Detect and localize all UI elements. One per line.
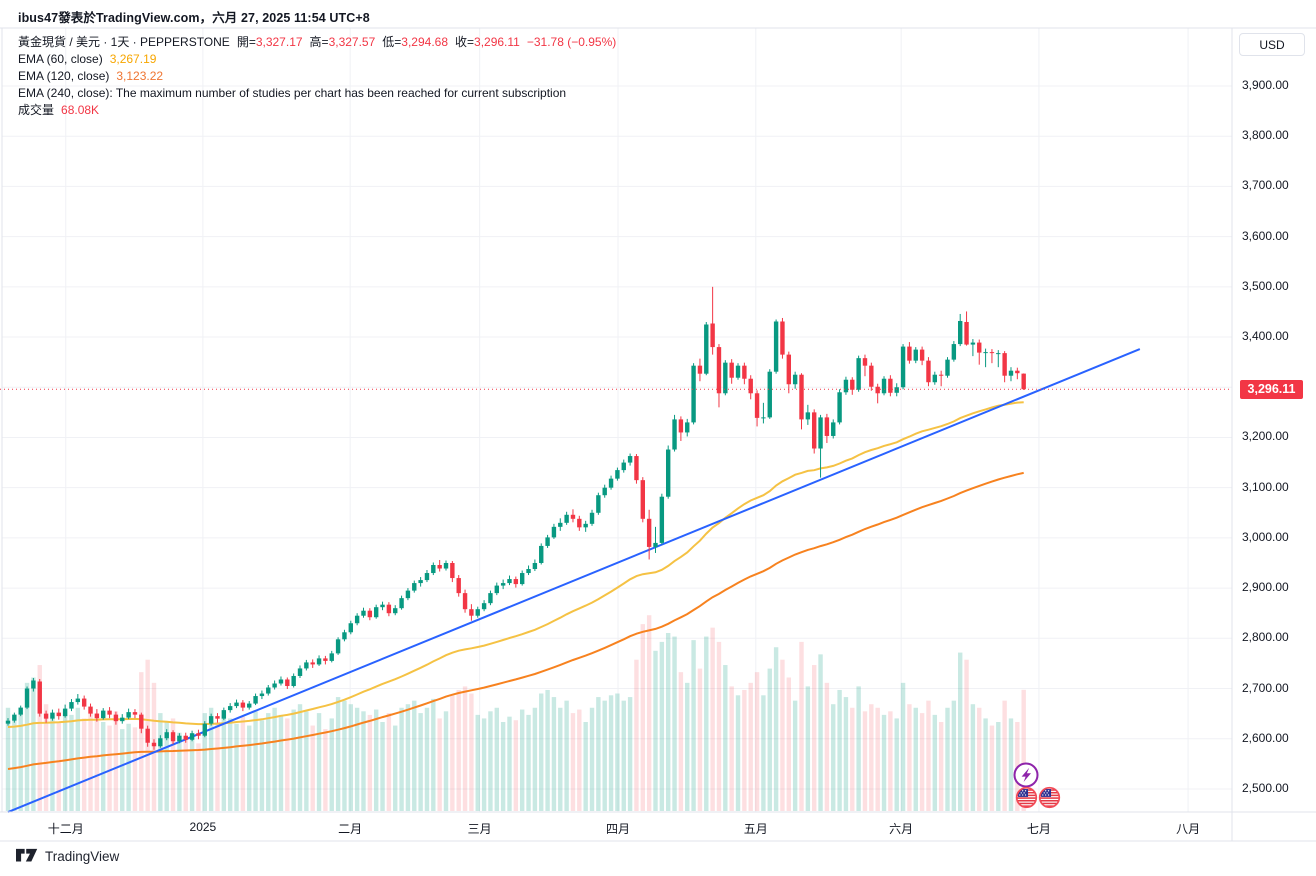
ema60-label: EMA (60, close)	[18, 52, 103, 66]
close-label: 收=	[455, 35, 475, 49]
high-label: 高=	[309, 35, 329, 49]
volume-label: 成交量	[18, 103, 55, 117]
share-caption: ibus47發表於TradingView.com，六月 27, 2025 11:…	[18, 11, 370, 25]
ema120-legend-row[interactable]: EMA (120, close) 3,123.22	[18, 68, 616, 85]
price-tick-label: 2,700.00	[1242, 680, 1289, 695]
ema60-value: 3,267.19	[109, 52, 157, 66]
ema120-label: EMA (120, close)	[18, 69, 110, 83]
symbol-legend-row[interactable]: 黃金現貨 / 美元 · 1天 · PEPPERSTONE 開= 3,327.17 …	[18, 34, 616, 51]
high-value: 3,327.57	[328, 35, 376, 49]
volume-value: 68.08K	[61, 103, 100, 117]
time-tick-label: 十二月	[47, 822, 84, 836]
price-tick-label: 3,200.00	[1242, 429, 1289, 444]
ema240-legend-row[interactable]: EMA (240, close): The maximum number of …	[18, 85, 616, 102]
open-value: 3,327.17	[255, 35, 303, 49]
us-flag-icon[interactable]	[1038, 786, 1061, 809]
candlestick-series[interactable]	[5, 286, 1026, 750]
time-tick-label: 2025	[189, 820, 217, 834]
time-axis[interactable]: 十二月 2025 二月 三月 四月 五月 六月 七月 八月	[0, 812, 1232, 841]
price-tick-label: 2,800.00	[1242, 630, 1289, 645]
logo-mark-icon	[16, 848, 38, 862]
price-tick-label: 3,500.00	[1242, 278, 1289, 293]
price-tick-label: 2,500.00	[1242, 780, 1289, 795]
ema120-line[interactable]	[7, 471, 1024, 770]
ema60-line[interactable]	[7, 401, 1024, 728]
price-tick-label: 3,600.00	[1242, 228, 1289, 243]
price-tick-label: 3,400.00	[1242, 329, 1289, 344]
chart-frame-lines	[0, 27, 1316, 842]
time-tick-label: 四月	[606, 822, 631, 836]
grid-lines	[2, 28, 1232, 812]
price-tick-label: 2,600.00	[1242, 730, 1289, 745]
us-flag-icon[interactable]	[1015, 786, 1038, 809]
ema240-message: EMA (240, close): The maximum number of …	[18, 86, 567, 100]
price-axis[interactable]: USD 3,900.00 3,800.00 3,700.00 3,600.00 3,50…	[1232, 28, 1316, 812]
price-tick-label: 2,900.00	[1242, 580, 1289, 595]
brand-name: TradingView	[45, 848, 120, 864]
volume-series	[5, 615, 1026, 811]
low-label: 低=	[382, 35, 402, 49]
time-tick-label: 七月	[1026, 822, 1051, 836]
change-value: −31.78 (−0.95%)	[526, 35, 617, 49]
ema120-value: 3,123.22	[116, 69, 164, 83]
time-tick-label: 八月	[1176, 822, 1201, 836]
time-tick-label: 五月	[743, 822, 768, 836]
symbol-title: 黃金現貨 / 美元 · 1天 · PEPPERSTONE	[18, 35, 230, 49]
ema60-legend-row[interactable]: EMA (60, close) 3,267.19	[18, 51, 616, 68]
last-price-badge: 3,296.11	[1240, 379, 1303, 399]
volume-legend-row[interactable]: 成交量 68.08K	[18, 102, 616, 119]
price-tick-label: 3,900.00	[1242, 78, 1289, 92]
open-label: 開=	[236, 35, 256, 49]
price-tick-label: 3,700.00	[1242, 178, 1289, 193]
boost-icon[interactable]	[1013, 762, 1039, 793]
price-tick-label: 3,800.00	[1242, 128, 1289, 143]
currency-button[interactable]: USD	[1239, 33, 1305, 56]
close-value: 3,296.11	[474, 35, 520, 49]
chart-legend: 黃金現貨 / 美元 · 1天 · PEPPERSTONE 開= 3,327.17 …	[18, 34, 616, 119]
price-tick-label: 3,000.00	[1242, 529, 1289, 544]
price-tick-label: 3,100.00	[1242, 479, 1289, 494]
time-tick-label: 六月	[889, 822, 914, 836]
time-tick-label: 三月	[467, 822, 492, 836]
event-flags	[1015, 786, 1061, 809]
low-value: 3,294.68	[401, 35, 449, 49]
time-tick-label: 二月	[338, 822, 363, 836]
tradingview-logo[interactable]: TradingView	[16, 848, 119, 864]
